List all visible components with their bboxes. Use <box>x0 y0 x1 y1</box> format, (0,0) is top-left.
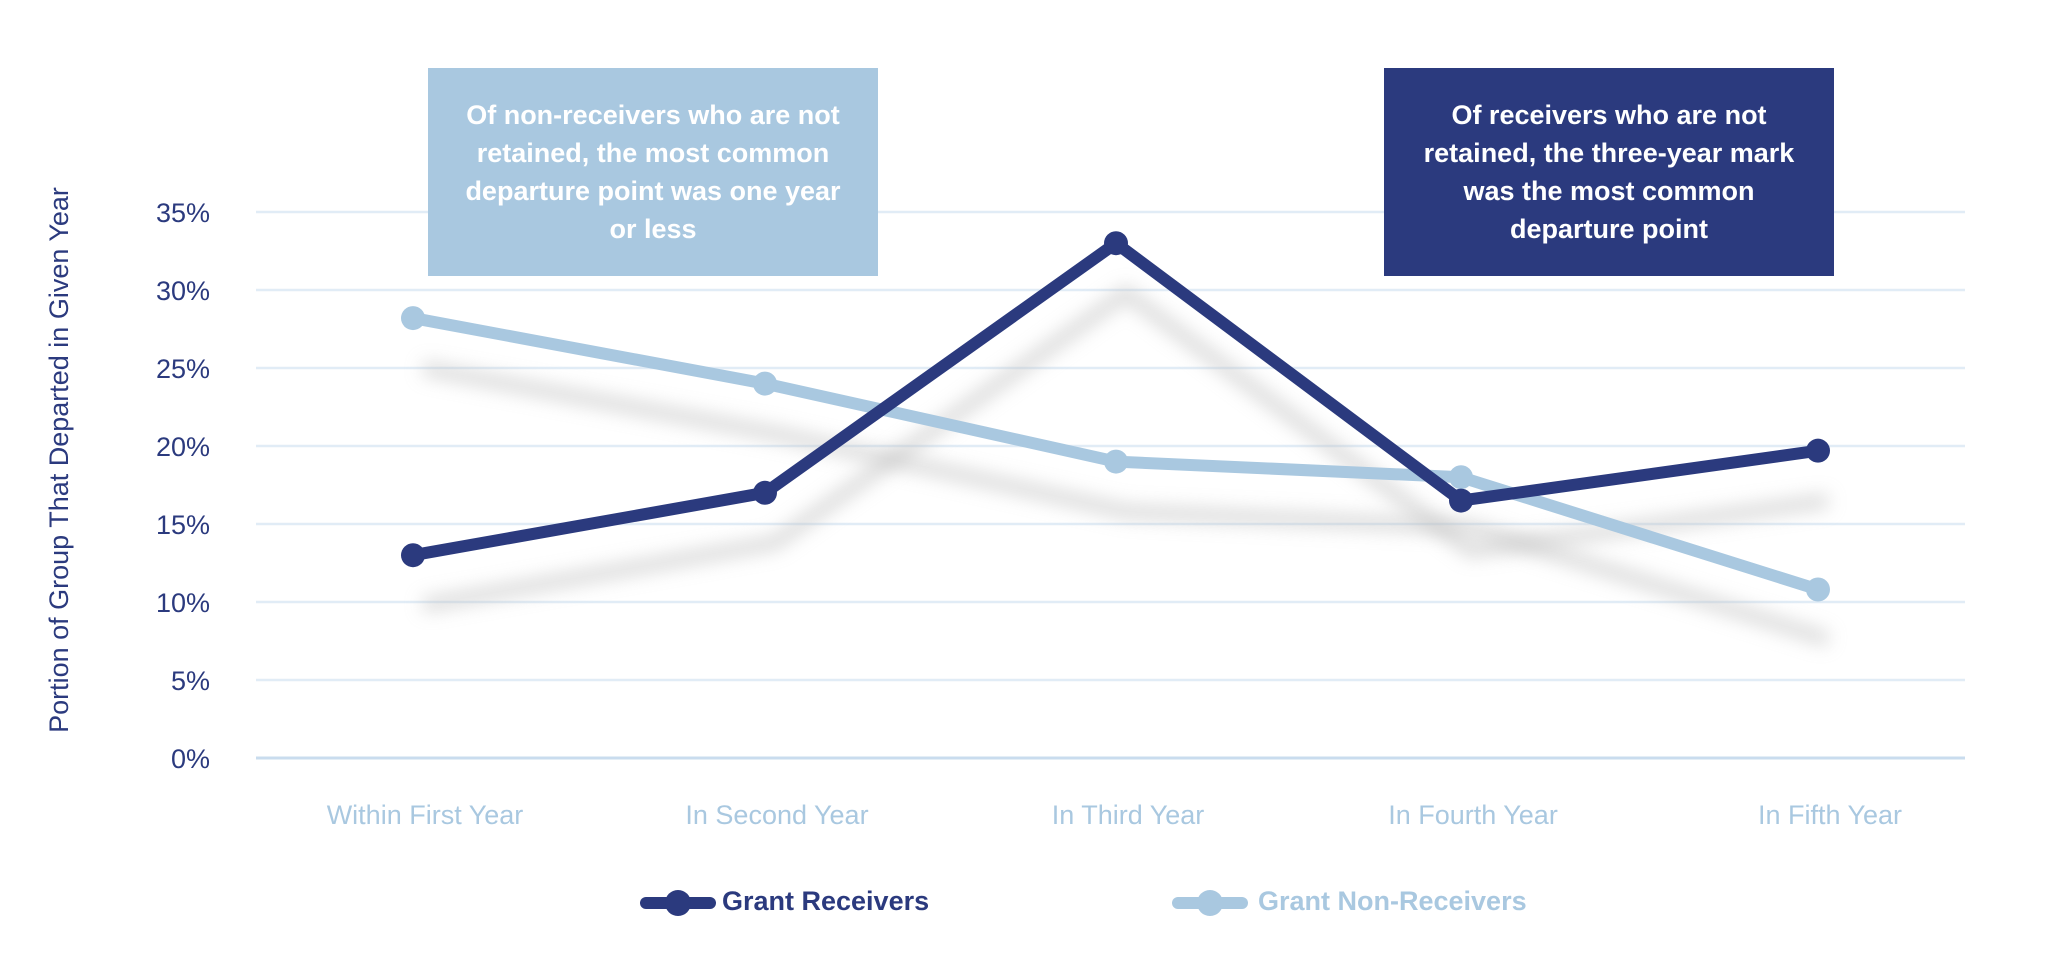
x-tick-label: In Fifth Year <box>1758 800 1902 830</box>
data-point-grant-non-receivers <box>753 371 777 396</box>
x-tick-label: In Second Year <box>685 800 868 830</box>
y-tick-label: 0% <box>171 744 210 774</box>
data-point-grant-non-receivers <box>401 306 425 331</box>
annotation-receivers: Of receivers who are not retained, the t… <box>1384 68 1834 276</box>
x-tick-label: Within First Year <box>327 800 524 830</box>
y-tick-label: 5% <box>171 666 210 696</box>
data-point-grant-receivers <box>1806 438 1830 463</box>
data-point-grant-receivers <box>401 543 425 568</box>
data-point-grant-receivers <box>1449 488 1473 513</box>
legend-marker-icon <box>665 890 691 916</box>
y-tick-label: 25% <box>156 354 210 384</box>
data-point-grant-non-receivers <box>1449 465 1473 490</box>
data-point-grant-non-receivers <box>1806 577 1830 602</box>
y-tick-label: 10% <box>156 588 210 618</box>
annotation-non-receivers: Of non-receivers who are not retained, t… <box>428 68 878 276</box>
y-axis-label: Portion of Group That Departed in Given … <box>44 187 74 733</box>
legend-label-grant-receivers: Grant Receivers <box>722 886 930 916</box>
y-tick-label: 20% <box>156 432 210 462</box>
y-tick-label: 35% <box>156 198 210 228</box>
data-point-grant-receivers <box>1104 231 1128 256</box>
x-tick-label: In Fourth Year <box>1388 800 1558 830</box>
x-tick-label: In Third Year <box>1052 800 1205 830</box>
legend-marker-icon <box>1197 890 1223 916</box>
legend-label-grant-non-receivers: Grant Non-Receivers <box>1258 886 1527 916</box>
series-shadow <box>421 361 1831 647</box>
data-point-grant-receivers <box>753 480 777 505</box>
data-point-grant-non-receivers <box>1104 449 1128 474</box>
series-shadow <box>421 284 1829 613</box>
y-tick-label: 30% <box>156 276 210 306</box>
y-tick-label: 15% <box>156 510 210 540</box>
